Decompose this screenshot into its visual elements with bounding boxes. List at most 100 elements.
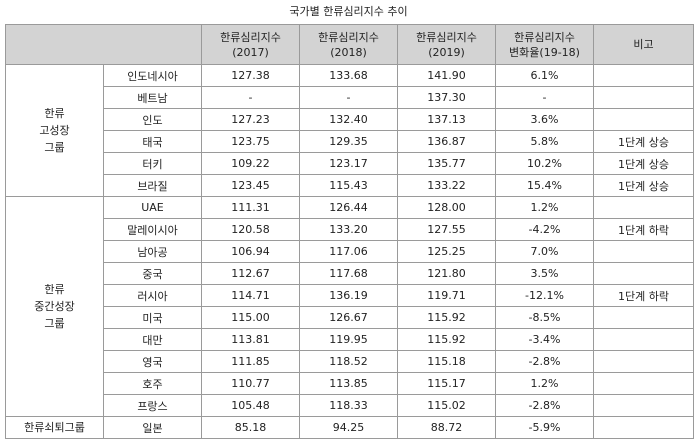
country-cell: 남아공 (103, 240, 202, 263)
value-2017-cell: 127.23 (201, 108, 300, 131)
table-row: 대만 113.81 119.95 115.92 -3.4% (6, 328, 694, 351)
value-2017-cell: 114.71 (201, 284, 300, 307)
note-cell (593, 394, 694, 417)
group-label-line: 중간성장 (34, 300, 75, 313)
value-2019-cell: 137.30 (397, 86, 496, 109)
table-row: 미국 115.00 126.67 115.92 -8.5% (6, 306, 694, 329)
country-cell: 영국 (103, 350, 202, 373)
header-change-line1: 한류심리지수 (514, 30, 575, 44)
group-label-line: 한류쇠퇴그룹 (24, 421, 85, 434)
value-2018-cell: 126.44 (299, 196, 398, 219)
value-2017-cell: - (201, 86, 300, 109)
value-2017-cell: 110.77 (201, 372, 300, 395)
change-rate-cell: 1.2% (495, 372, 594, 395)
change-rate-cell: -2.8% (495, 394, 594, 417)
country-cell: 인도 (103, 108, 202, 131)
note-cell (593, 86, 694, 109)
table-title: 국가별 한류심리지수 추이 (289, 5, 408, 18)
table-header: 한류심리지수 (2017) 한류심리지수 (2018) 한류심리지수 (2019… (5, 24, 694, 65)
value-2018-cell: 118.33 (299, 394, 398, 417)
table-row: 인도 127.23 132.40 137.13 3.6% (6, 108, 694, 131)
value-2017-cell: 120.58 (201, 218, 300, 241)
value-2019-cell: 115.92 (397, 328, 496, 351)
value-2019-cell: 115.92 (397, 306, 496, 329)
table-row: 프랑스 105.48 118.33 115.02 -2.8% (6, 394, 694, 417)
value-2019-cell: 121.80 (397, 262, 496, 285)
value-2018-cell: 129.35 (299, 130, 398, 153)
value-2019-cell: 115.02 (397, 394, 496, 417)
value-2017-cell: 115.00 (201, 306, 300, 329)
table-row: 터키 109.22 123.17 135.77 10.2% 1단계 상승 (6, 152, 694, 175)
value-2019-cell: 115.18 (397, 350, 496, 373)
country-cell: 브라질 (103, 174, 202, 197)
value-2018-cell: 123.17 (299, 152, 398, 175)
table-row: 말레이시아 120.58 133.20 127.55 -4.2% 1단계 하락 (6, 218, 694, 241)
value-2017-cell: 111.85 (201, 350, 300, 373)
change-rate-cell: 15.4% (495, 174, 594, 197)
group-label-line: 한류 (44, 107, 65, 120)
group-label-line: 그룹 (44, 141, 65, 154)
value-2018-cell: 113.85 (299, 372, 398, 395)
table-row: 한류쇠퇴그룹 일본 85.18 94.25 88.72 -5.9% (5, 416, 694, 439)
header-change-line2: 변화율(19-18) (509, 45, 580, 59)
note-cell: 1단계 상승 (593, 174, 694, 197)
value-2019-cell: 135.77 (397, 152, 496, 175)
change-rate-cell: -8.5% (495, 306, 594, 329)
value-2019-cell: 125.25 (397, 240, 496, 263)
header-2019: 한류심리지수 (2019) (397, 24, 496, 65)
country-cell: UAE (103, 196, 202, 219)
header-2018-line2: (2018) (330, 45, 367, 59)
table-row: 러시아 114.71 136.19 119.71 -12.1% 1단계 하락 (6, 284, 694, 307)
note-cell (593, 372, 694, 395)
note-cell (593, 262, 694, 285)
value-2017-cell: 123.45 (201, 174, 300, 197)
value-2017-cell: 112.67 (201, 262, 300, 285)
note-cell: 1단계 상승 (593, 152, 694, 175)
country-cell: 프랑스 (103, 394, 202, 417)
value-2019-cell: 88.72 (397, 416, 496, 439)
table-row: 호주 110.77 113.85 115.17 1.2% (6, 372, 694, 395)
country-cell: 중국 (103, 262, 202, 285)
note-cell (593, 306, 694, 329)
note-cell (593, 108, 694, 131)
group-label-cell: 한류 중간성장 그룹 (5, 196, 104, 417)
value-2017-cell: 123.75 (201, 130, 300, 153)
group-label-line: 고성장 (39, 124, 70, 137)
value-2018-cell: 117.06 (299, 240, 398, 263)
country-cell: 러시아 (103, 284, 202, 307)
country-cell: 말레이시아 (103, 218, 202, 241)
value-2018-cell: 94.25 (299, 416, 398, 439)
value-2019-cell: 133.22 (397, 174, 496, 197)
header-2017-line2: (2017) (232, 45, 269, 59)
value-2018-cell: 132.40 (299, 108, 398, 131)
value-2017-cell: 85.18 (201, 416, 300, 439)
table-row: 한류 중간성장 그룹 UAE 111.31 126.44 128.00 1.2% (5, 196, 694, 417)
note-cell (593, 416, 694, 439)
value-2018-cell: - (299, 86, 398, 109)
note-cell (593, 350, 694, 373)
header-2018: 한류심리지수 (2018) (299, 24, 398, 65)
value-2018-cell: 115.43 (299, 174, 398, 197)
table-row: 브라질 123.45 115.43 133.22 15.4% 1단계 상승 (6, 174, 694, 197)
note-cell (593, 196, 694, 219)
value-2018-cell: 117.68 (299, 262, 398, 285)
note-cell: 1단계 하락 (593, 284, 694, 307)
group-label-line: 그룹 (44, 317, 65, 330)
table-row: 영국 111.85 118.52 115.18 -2.8% (6, 350, 694, 373)
note-cell (593, 64, 694, 87)
header-change: 한류심리지수 변화율(19-18) (495, 24, 594, 65)
note-cell (593, 328, 694, 351)
table-row: 태국 123.75 129.35 136.87 5.8% 1단계 상승 (6, 130, 694, 153)
value-2018-cell: 133.68 (299, 64, 398, 87)
header-2017: 한류심리지수 (2017) (201, 24, 300, 65)
table-body: 한류 고성장 그룹 인도네시아 127.38 133.68 141.90 6.1% 베트남 - -1… (5, 64, 694, 439)
value-2019-cell: 115.17 (397, 372, 496, 395)
change-rate-cell: 6.1% (495, 64, 594, 87)
header-2019-line2: (2019) (428, 45, 465, 59)
value-2017-cell: 109.22 (201, 152, 300, 175)
change-rate-cell: 10.2% (495, 152, 594, 175)
change-rate-cell: 3.6% (495, 108, 594, 131)
value-2018-cell: 133.20 (299, 218, 398, 241)
value-2018-cell: 119.95 (299, 328, 398, 351)
